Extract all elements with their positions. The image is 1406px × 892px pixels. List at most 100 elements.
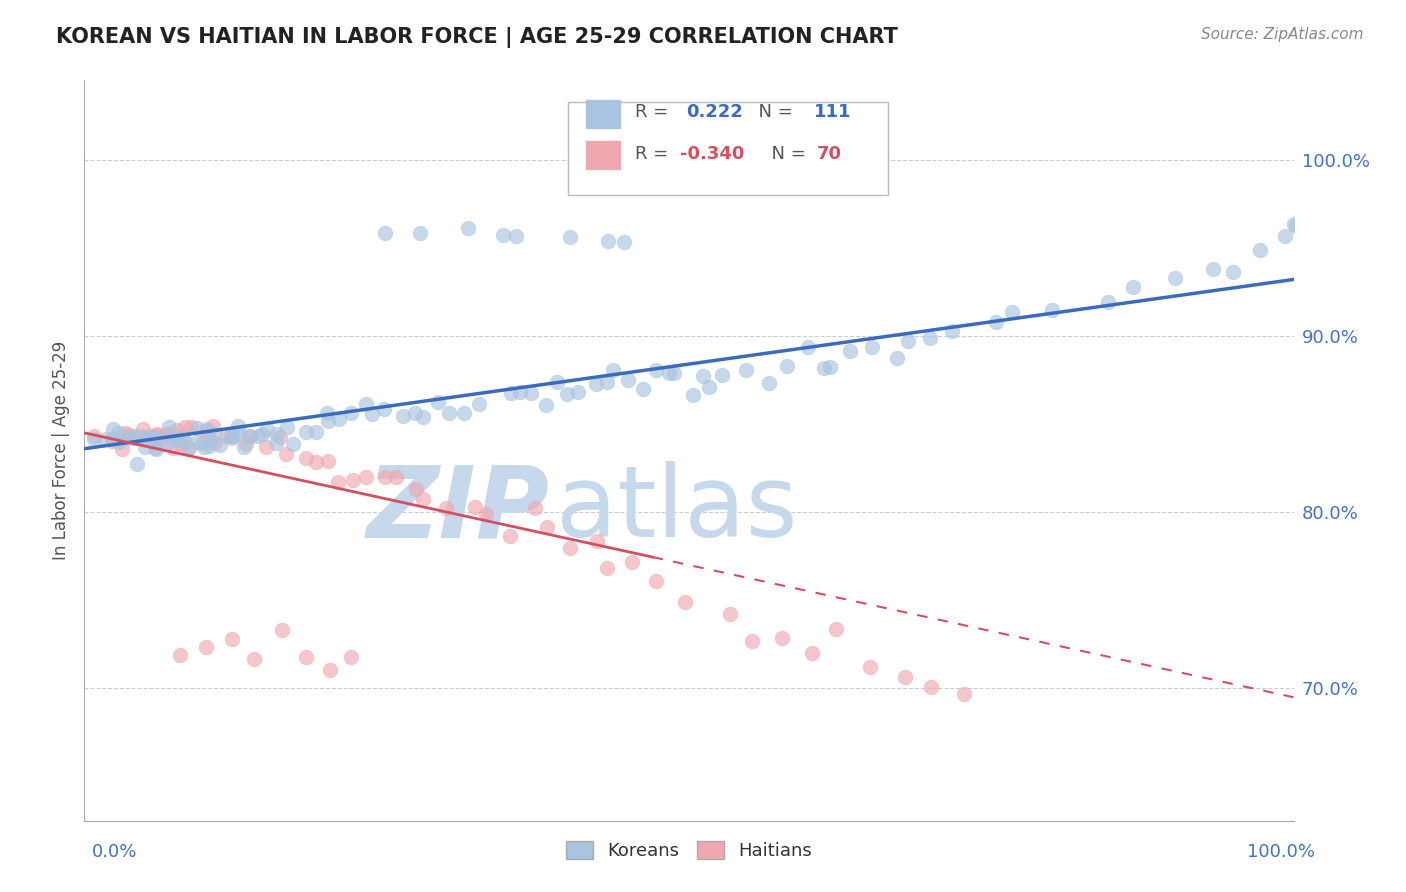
Point [758, 376, 780, 391]
Point [546, 375, 568, 389]
Point [254, 440, 277, 454]
Point [1040, 302, 1063, 317]
Point [692, 368, 714, 383]
Point [209, 438, 232, 452]
Point [1122, 279, 1144, 293]
Point [198, 432, 221, 446]
Point [523, 500, 546, 515]
Text: 70: 70 [817, 145, 842, 162]
Point [142, 430, 165, 444]
Point [405, 483, 427, 497]
Point [281, 437, 304, 451]
Point [143, 441, 166, 455]
Point [920, 331, 942, 345]
Point [567, 384, 589, 399]
Point [221, 429, 243, 443]
Point [226, 418, 249, 433]
Point [202, 419, 225, 434]
Point [162, 432, 184, 446]
Point [328, 412, 350, 426]
Point [1201, 261, 1223, 276]
Point [468, 397, 491, 411]
Point [169, 648, 191, 662]
Point [107, 432, 129, 446]
Point [198, 439, 221, 453]
Point [238, 428, 260, 442]
Legend: Koreans, Haitians: Koreans, Haitians [558, 833, 820, 867]
Point [598, 234, 620, 248]
Point [166, 424, 188, 438]
Point [204, 427, 226, 442]
Point [1274, 229, 1296, 244]
Point [404, 406, 426, 420]
Point [264, 436, 287, 450]
Point [162, 442, 184, 456]
Point [893, 670, 915, 684]
Point [697, 380, 720, 394]
Point [682, 388, 704, 402]
Point [174, 434, 197, 449]
Point [160, 426, 183, 441]
Point [735, 362, 758, 376]
Point [474, 507, 496, 521]
Point [194, 425, 217, 439]
Point [235, 437, 257, 451]
Point [897, 334, 920, 348]
Point [108, 434, 131, 449]
Point [316, 414, 339, 428]
Point [801, 646, 824, 660]
FancyBboxPatch shape [568, 103, 889, 195]
Point [560, 229, 582, 244]
Point [558, 541, 581, 555]
Point [1097, 294, 1119, 309]
Point [813, 360, 835, 375]
Point [644, 574, 666, 588]
Point [83, 429, 105, 443]
Text: 0.222: 0.222 [686, 103, 744, 121]
Text: 111: 111 [814, 103, 851, 121]
Point [602, 362, 624, 376]
Point [132, 422, 155, 436]
Point [146, 426, 169, 441]
Point [457, 221, 479, 235]
Point [340, 406, 363, 420]
Point [557, 387, 579, 401]
Point [509, 384, 531, 399]
Point [492, 228, 515, 243]
Point [145, 431, 167, 445]
Point [191, 435, 214, 450]
Point [770, 632, 793, 646]
Point [256, 422, 278, 436]
Point [941, 324, 963, 338]
Point [426, 394, 449, 409]
Point [180, 419, 202, 434]
Point [319, 663, 342, 677]
Point [412, 409, 434, 424]
Text: Source: ZipAtlas.com: Source: ZipAtlas.com [1201, 27, 1364, 42]
Point [505, 229, 527, 244]
Point [250, 426, 273, 441]
Text: -0.340: -0.340 [681, 145, 745, 162]
Point [155, 427, 177, 442]
Point [536, 519, 558, 533]
Text: N =: N = [761, 145, 811, 162]
Point [818, 359, 841, 374]
Point [1282, 218, 1305, 232]
Point [439, 406, 461, 420]
Point [274, 447, 297, 461]
Point [294, 451, 316, 466]
Point [673, 595, 696, 609]
Bar [586, 100, 620, 128]
Point [129, 428, 152, 442]
Point [860, 340, 883, 354]
Point [342, 473, 364, 487]
Point [149, 434, 172, 448]
Point [269, 430, 291, 444]
Point [408, 227, 430, 241]
Point [859, 660, 882, 674]
Point [1222, 265, 1244, 279]
Point [193, 440, 215, 454]
Point [156, 436, 179, 450]
Point [221, 430, 243, 444]
Text: 0.0%: 0.0% [91, 843, 136, 861]
